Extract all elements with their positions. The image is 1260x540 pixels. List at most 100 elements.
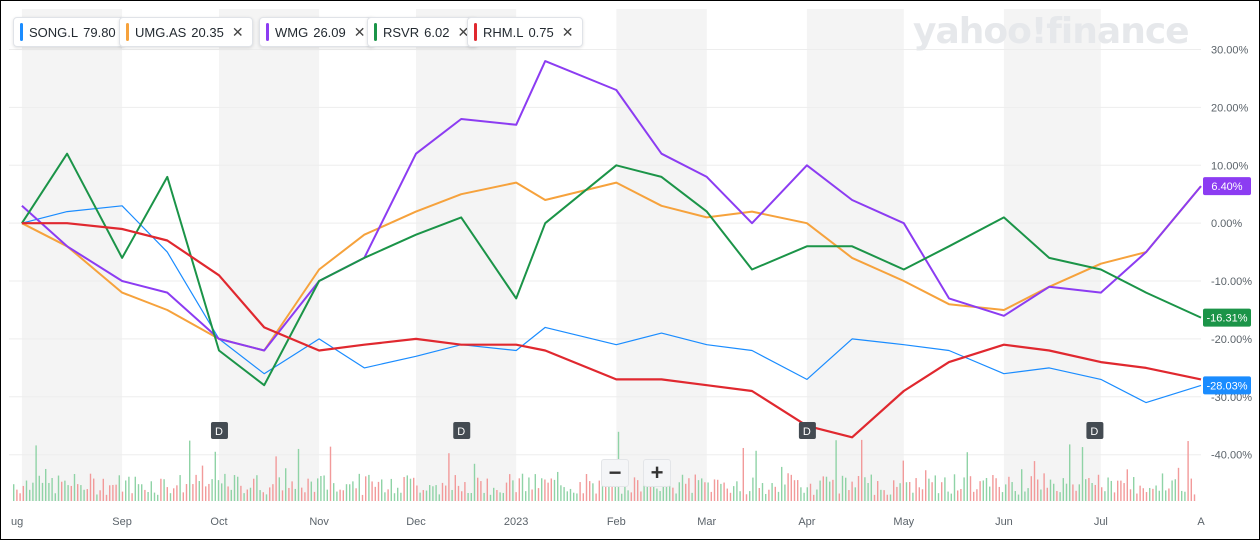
volume-bar xyxy=(281,490,284,501)
volume-bar xyxy=(1158,490,1160,501)
volume-bar xyxy=(966,452,968,501)
ticker-chip-wmg[interactable]: WMG 26.09 ✕ xyxy=(259,17,375,47)
volume-bar xyxy=(121,491,124,501)
volume-bar xyxy=(416,485,418,501)
volume-bar xyxy=(713,479,716,501)
month-band xyxy=(1003,9,1101,501)
volume-bar xyxy=(566,491,568,501)
volume-bar xyxy=(230,489,232,501)
volume-bar xyxy=(893,480,895,501)
volume-bar xyxy=(371,481,373,501)
volume-bar xyxy=(381,479,383,501)
volume-bar xyxy=(659,491,661,501)
volume-bar xyxy=(688,478,690,501)
volume-bar xyxy=(352,481,354,501)
volume-bar xyxy=(889,494,892,501)
volume-bar xyxy=(637,480,639,501)
volume-bar xyxy=(515,492,517,501)
volume-bar xyxy=(707,482,709,501)
volume-bar xyxy=(1091,482,1093,501)
volume-bar xyxy=(29,489,31,501)
volume-bar xyxy=(496,490,498,501)
volume-bar xyxy=(800,487,802,501)
volume-bar xyxy=(489,494,492,501)
volume-bar xyxy=(963,477,965,501)
volume-bar xyxy=(73,473,76,501)
volume-bar xyxy=(1001,492,1004,501)
zoom-out-button[interactable]: − xyxy=(601,459,629,487)
volume-bar xyxy=(1187,441,1189,501)
volume-bar xyxy=(253,478,255,501)
volume-bar xyxy=(1155,485,1157,501)
volume-bar xyxy=(1024,491,1026,501)
volume-bar xyxy=(563,487,565,501)
x-tick-label: A xyxy=(1197,516,1205,528)
volume-bar xyxy=(243,493,245,501)
volume-bar xyxy=(112,484,114,501)
volume-bar xyxy=(499,492,501,501)
volume-bar xyxy=(851,481,853,501)
volume-bar xyxy=(531,489,533,501)
volume-bar xyxy=(1129,489,1132,501)
volume-bar xyxy=(941,482,943,501)
volume-bar xyxy=(377,481,380,501)
volume-bar xyxy=(1078,484,1080,501)
volume-bar xyxy=(413,477,415,501)
volume-bar xyxy=(729,492,732,501)
volume-bar xyxy=(169,493,172,501)
ticker-chip-rhm-l[interactable]: RHM.L 0.75 ✕ xyxy=(467,17,583,47)
close-icon[interactable]: ✕ xyxy=(231,23,244,40)
zoom-in-button[interactable]: + xyxy=(643,459,671,487)
volume-bar xyxy=(653,483,655,501)
volume-bar xyxy=(99,490,101,501)
volume-bar xyxy=(288,487,290,501)
x-tick-label: Jun xyxy=(995,516,1013,528)
volume-bar xyxy=(1014,491,1016,501)
volume-bar xyxy=(957,490,959,501)
volume-bar xyxy=(697,480,700,501)
volume-bar xyxy=(816,489,818,501)
ticker-chip-rsvr[interactable]: RSVR 6.02 ✕ xyxy=(367,17,479,47)
volume-bar xyxy=(1168,488,1170,501)
volume-bar xyxy=(221,483,223,501)
volume-bar xyxy=(720,483,722,501)
volume-bar xyxy=(473,463,476,501)
volume-bar xyxy=(838,493,840,501)
volume-bar xyxy=(51,477,53,501)
volume-bar xyxy=(355,488,357,501)
volume-bar xyxy=(400,492,402,501)
volume-bar xyxy=(601,479,604,501)
volume-bar xyxy=(864,477,866,501)
volume-bar xyxy=(307,478,309,501)
dividend-label: D xyxy=(457,426,465,438)
ticker-chip-song-l[interactable]: SONG.L 79.80 xyxy=(13,17,125,47)
volume-bar xyxy=(976,489,978,501)
volume-bar xyxy=(150,481,152,501)
ticker-value: 6.02 xyxy=(424,24,450,40)
close-icon[interactable]: ✕ xyxy=(353,23,366,40)
volume-bar xyxy=(1152,488,1154,501)
close-icon[interactable]: ✕ xyxy=(457,23,470,40)
volume-bar xyxy=(358,473,360,501)
volume-bar xyxy=(557,471,559,501)
x-tick-label: Mar xyxy=(697,516,716,528)
volume-bar xyxy=(237,476,239,501)
volume-bar xyxy=(48,482,50,501)
volume-bar xyxy=(349,484,351,501)
volume-bar xyxy=(832,479,834,501)
x-tick-label: Oct xyxy=(210,516,227,528)
close-icon[interactable]: ✕ xyxy=(561,23,574,40)
volume-bar xyxy=(672,487,674,501)
volume-bar xyxy=(285,468,287,501)
end-value-badge xyxy=(1203,308,1251,327)
volume-bar xyxy=(153,492,156,501)
ticker-value: 79.80 xyxy=(83,24,116,40)
volume-bar xyxy=(525,491,527,501)
volume-bar xyxy=(1193,494,1196,501)
volume-bar xyxy=(614,473,616,501)
ticker-chip-umg-as[interactable]: UMG.AS 20.35 ✕ xyxy=(119,17,253,47)
ticker-color-bar xyxy=(374,23,377,41)
volume-bar xyxy=(1174,479,1176,501)
volume-bar xyxy=(365,476,367,501)
